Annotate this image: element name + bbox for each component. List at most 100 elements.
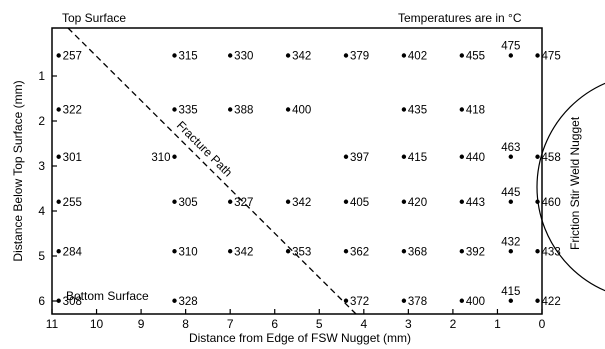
temperature-value: 475 [542,51,561,63]
temperature-value: 445 [501,187,520,199]
measurement-point [508,249,514,254]
measurement-point [172,154,177,159]
measurement-point [508,53,514,58]
temperature-value: 362 [350,246,369,258]
temperature-value: 400 [292,105,311,117]
temperature-value: 433 [542,246,561,258]
bottom-surface-label: Bottom Surface [66,289,149,303]
temperature-value: 330 [234,51,253,63]
temperature-unit-note: Temperatures are in °C [398,11,522,25]
measurement-point [172,53,177,58]
y-tick-label: 6 [38,294,45,308]
temperature-value: 342 [292,197,311,209]
y-tick-label: 4 [38,204,45,218]
x-tick-label: 11 [46,317,59,331]
measurement-point [401,53,407,58]
x-tick-label: 10 [90,317,104,331]
plot-frame [51,27,543,315]
x-tick-label: 6 [271,317,278,331]
data-points: 257 315 330 342 379 402 455 475 475 322 335 388 400 4… [56,41,561,308]
temperature-value: 415 [408,152,427,164]
measurement-point [508,154,514,159]
temperature-value: 443 [466,197,485,209]
measurement-point [56,53,61,58]
temperature-value: 257 [63,51,82,63]
measurement-point [459,53,465,58]
temperature-value: 420 [408,197,427,209]
y-tick-label: 2 [38,114,45,128]
temperature-value: 255 [63,197,82,209]
measurement-point [227,249,233,254]
x-tick-label: 1 [494,317,501,331]
measurement-point [56,107,61,112]
x-axis-title: Distance from Edge of FSW Nugget (mm) [189,331,411,345]
y-tick-label: 5 [38,249,45,263]
measurement-point [343,154,349,159]
measurement-point [227,199,233,204]
temperature-value: 463 [501,142,520,154]
temperature-value: 368 [408,246,427,258]
temperature-value: 310 [151,152,170,164]
x-tick-label: 5 [316,317,323,331]
measurement-point [285,53,291,58]
x-tick-label: 8 [182,317,189,331]
x-tick-label: 9 [138,317,145,331]
measurement-point [535,154,540,159]
measurement-point [535,249,540,254]
fracture-path-line [67,27,357,315]
nugget-boundary [536,82,605,292]
temperature-value: 342 [292,51,311,63]
measurement-point [459,249,465,254]
measurement-point [508,298,514,303]
measurement-point [401,298,407,303]
temperature-value: 455 [466,51,485,63]
temperature-value: 372 [350,296,369,308]
x-tick-label: 3 [405,317,412,331]
measurement-point [343,53,349,58]
measurement-point [401,249,407,254]
y-tick-label: 1 [38,69,45,83]
temperature-value: 310 [179,246,198,258]
y-tick-label: 3 [38,159,45,173]
temperature-value: 379 [350,51,369,63]
temperature-value: 402 [408,51,427,63]
measurement-point [343,199,349,204]
temperature-value: 418 [466,105,485,117]
measurement-point [401,107,407,112]
measurement-point [172,298,177,303]
temperature-value: 440 [466,152,485,164]
measurement-point [285,249,291,254]
temperature-value: 422 [542,296,561,308]
measurement-point [56,199,61,204]
temperature-value: 305 [179,197,198,209]
temperature-value: 328 [179,296,198,308]
measurement-point [172,107,177,112]
measurement-point [401,199,407,204]
temperature-value: 405 [350,197,369,209]
temperature-value: 327 [234,197,253,209]
measurement-point [56,298,61,303]
temperature-value: 458 [542,152,561,164]
measurement-point [343,298,349,303]
x-tick-label: 0 [539,317,546,331]
measurement-point [508,199,514,204]
measurement-point [227,53,233,58]
y-axis-title: Distance Below Top Surface (mm) [11,80,25,261]
measurement-point [401,154,407,159]
temperature-value: 475 [501,41,520,53]
measurement-point [56,154,61,159]
x-tick-label: 2 [450,317,457,331]
measurement-point [343,249,349,254]
measurement-point [172,249,177,254]
temperature-value: 342 [234,246,253,258]
temperature-value: 335 [179,105,198,117]
top-surface-label: Top Surface [62,11,126,25]
measurement-point [459,107,465,112]
measurement-point [535,298,540,303]
temperature-value: 435 [408,105,427,117]
measurement-point [535,199,540,204]
temperature-value: 432 [501,236,520,248]
temperature-value: 322 [63,105,82,117]
temperature-value: 397 [350,152,369,164]
